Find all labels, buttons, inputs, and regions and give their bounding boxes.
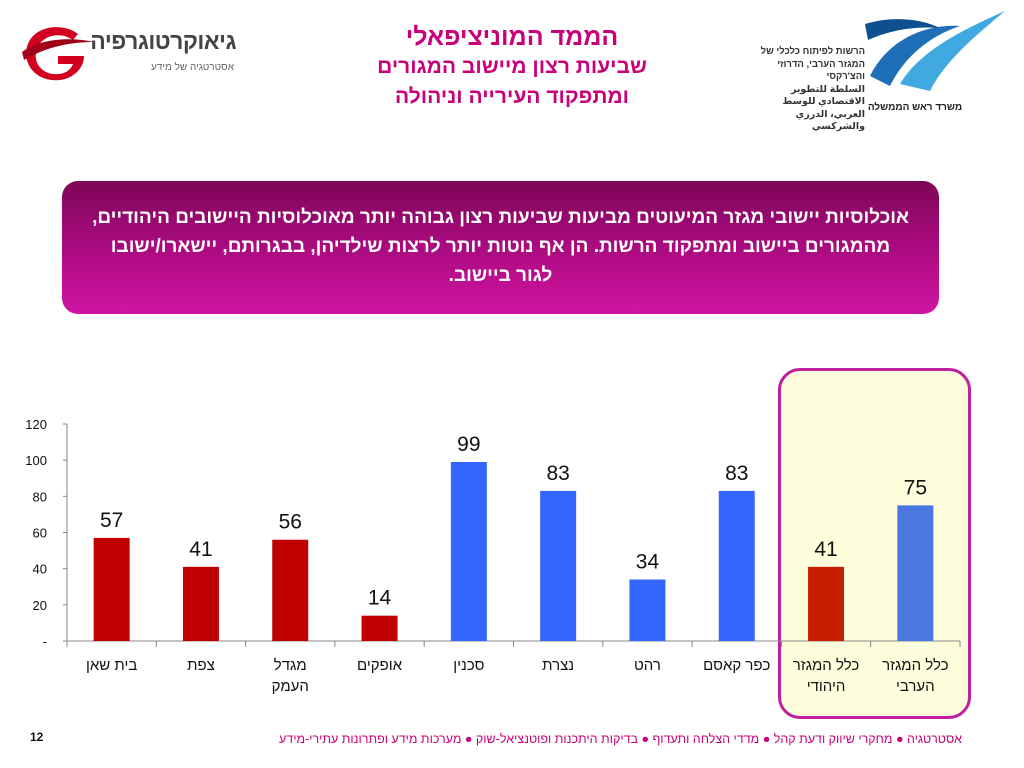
bar [272, 539, 309, 641]
title-line-3: ומתפקוד העירייה וניהולה [395, 85, 629, 108]
bar [182, 566, 219, 641]
x-tick-label: היהודי [807, 678, 846, 695]
authority-name: הרשות לפיתוח כלכלי של המגזר הערבי, הדרוז… [760, 46, 865, 134]
blue-wave-logo-icon [865, 11, 1005, 91]
data-label: 34 [636, 551, 660, 574]
data-label: 83 [546, 462, 569, 485]
bar [361, 615, 398, 641]
x-tick-label: רהט [634, 657, 661, 674]
bar [629, 579, 666, 641]
ministry-name: משרד ראש הממשלה [867, 102, 963, 113]
x-tick-label: העמק [272, 678, 309, 695]
page-number: 12 [30, 730, 44, 744]
authority-name-arabic: السلطة للتطوير الاقتصادي للوسط العربي، ا… [782, 83, 866, 133]
x-tick-label: הערבי [896, 678, 935, 695]
x-tick-label: מגדל [274, 657, 307, 674]
title-line-1: הממד המוניציפאלי [405, 23, 619, 51]
bar [897, 505, 934, 641]
bar [808, 566, 845, 641]
bar [718, 490, 755, 641]
g-swoosh-logo-icon [22, 27, 94, 81]
data-label: 41 [189, 538, 212, 561]
summary-callout: אוכלוסיות יישובי מגזר המיעוטים מביעות שב… [62, 181, 939, 314]
data-label: 57 [100, 509, 123, 532]
data-label: 56 [279, 511, 302, 534]
authority-name-hebrew: הרשות לפיתוח כלכלי של המגזר הערבי, הדרוז… [760, 46, 865, 82]
bar [450, 461, 487, 641]
y-tick-label: - [43, 634, 47, 649]
y-tick-label: 80 [33, 489, 47, 504]
data-label: 99 [457, 433, 480, 456]
bar [540, 490, 577, 641]
y-tick-label: 40 [33, 562, 47, 577]
data-label: 75 [904, 476, 927, 499]
brand-name: גיאוקרטוגרפיה [90, 28, 236, 54]
data-label: 83 [725, 462, 748, 485]
y-tick-label: 120 [25, 417, 47, 432]
x-tick-label: סכנין [453, 657, 484, 674]
title-line-2: שביעות רצון מיישוב המגורים [377, 55, 647, 78]
authority-logo: הרשות לפיתוח כלכלי של המגזר הערבי, הדרוז… [760, 6, 1010, 132]
x-tick-label: כפר קאסם [703, 657, 770, 674]
x-tick-label: נצרת [542, 657, 574, 674]
y-tick-label: 100 [25, 453, 47, 468]
y-tick-label: 60 [33, 526, 47, 541]
x-tick-label: בית שאן [86, 657, 137, 674]
x-tick-label: כלל המגזר [793, 657, 860, 674]
x-tick-label: אופקים [357, 657, 403, 674]
bar [93, 537, 130, 641]
page-title: הממד המוניציפאלי שביעות רצון מיישוב המגו… [300, 22, 724, 112]
geocartography-logo: גיאוקרטוגרפיה אסטרטגיה של מידע [18, 22, 237, 84]
data-label: 41 [814, 538, 837, 561]
x-tick-label: צפת [187, 657, 215, 674]
y-tick-label: 20 [33, 598, 47, 613]
x-tick-label: כלל המגזר [882, 657, 949, 674]
brand-tagline: אסטרטגיה של מידע [151, 62, 234, 73]
data-label: 14 [368, 587, 392, 610]
totals-highlight-box [778, 368, 971, 719]
footer-services: אסטרטגיה ● מחקרי שיווק ודעת קהל ● מדדי ה… [279, 732, 962, 746]
